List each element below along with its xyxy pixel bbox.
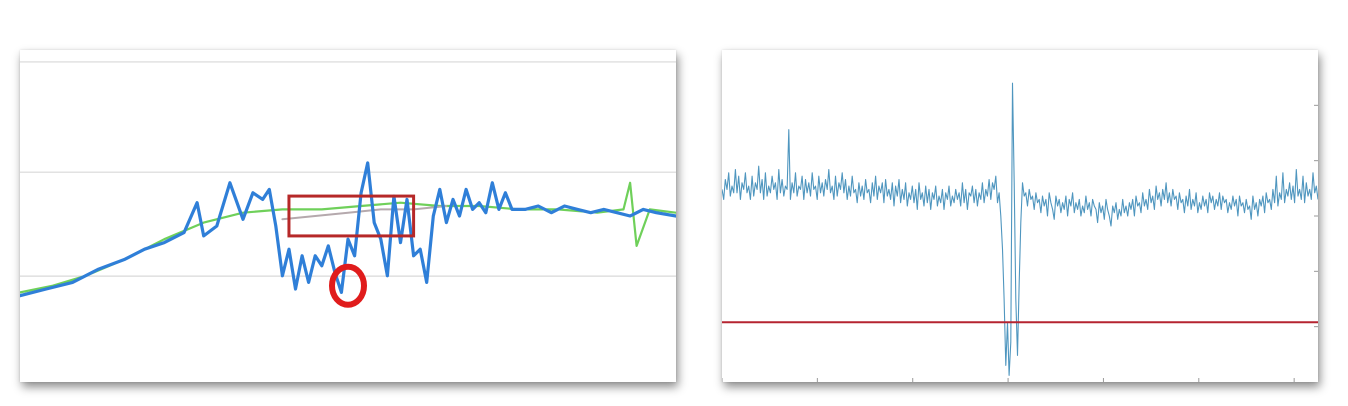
series-line-2 xyxy=(281,205,448,221)
right-line-chart xyxy=(722,82,1318,382)
left-chart-panel xyxy=(20,50,676,382)
right-chart-panel xyxy=(722,50,1318,382)
highlight-circle xyxy=(329,263,367,308)
series-line-0 xyxy=(20,161,676,298)
left-line-chart xyxy=(20,61,676,308)
highlight-rectangle xyxy=(287,194,416,238)
signal-line xyxy=(722,82,1318,376)
